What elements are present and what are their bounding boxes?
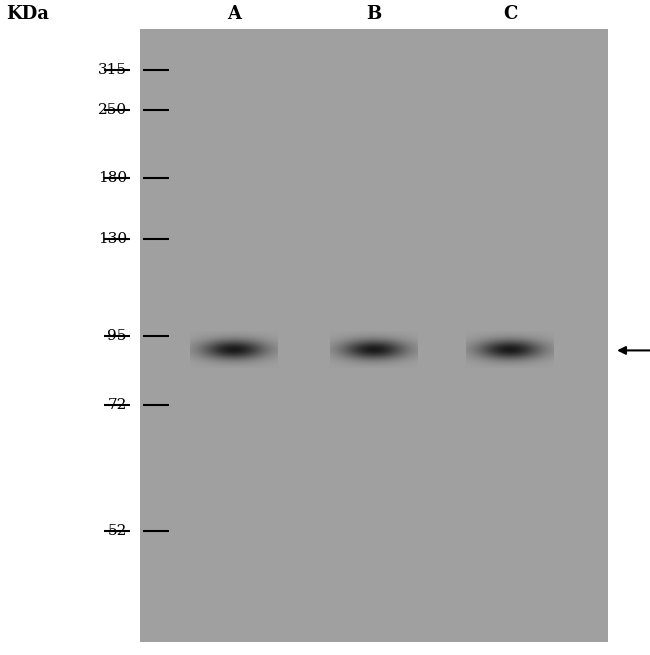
Text: 180: 180 [98, 171, 127, 185]
Text: 52: 52 [107, 523, 127, 538]
Text: KDa: KDa [6, 5, 49, 23]
Bar [140, 29, 608, 642]
Text: B: B [366, 5, 382, 23]
Text: 315: 315 [98, 63, 127, 77]
Text: C: C [503, 5, 517, 23]
Text: 250: 250 [98, 103, 127, 117]
Text: 72: 72 [107, 398, 127, 412]
Text: 95: 95 [107, 329, 127, 343]
Text: A: A [227, 5, 241, 23]
Text: 130: 130 [98, 232, 127, 246]
